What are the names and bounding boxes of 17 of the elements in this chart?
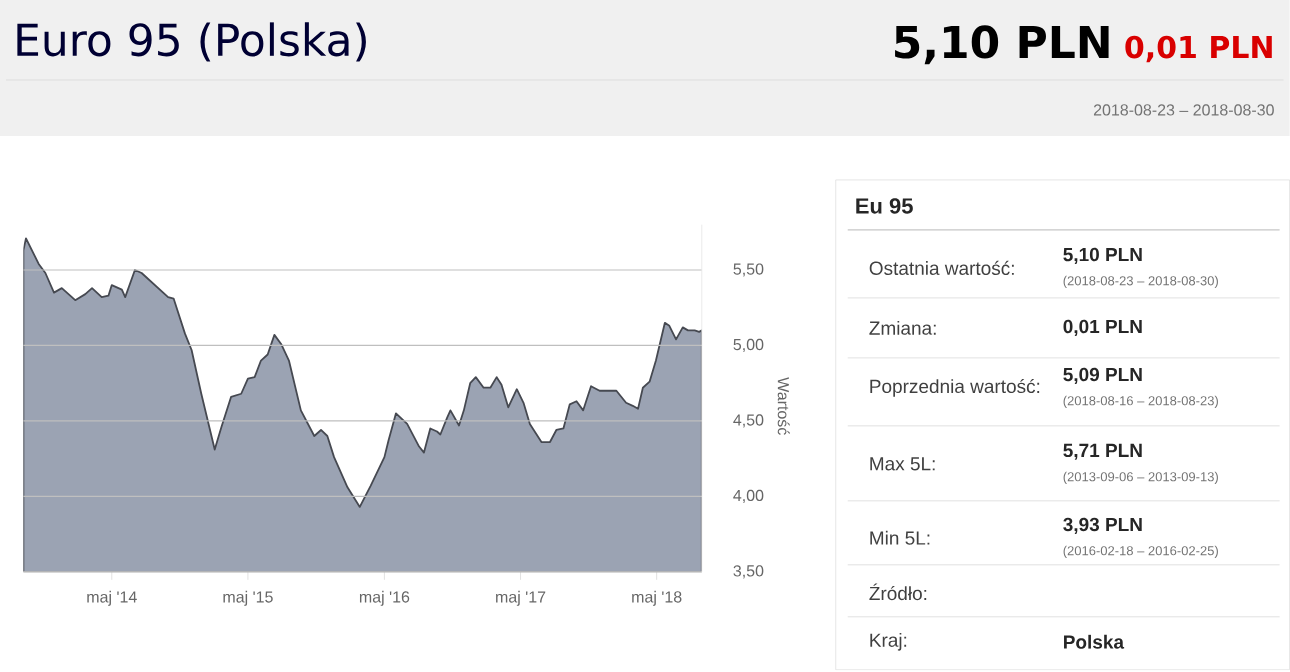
text: Zmiana:	[869, 321, 936, 335]
text: 5,10 PLN	[895, 25, 1109, 65]
text: 5,10 PLN	[1063, 247, 1142, 265]
text: Ostatnia wartość:	[869, 260, 1014, 276]
text: Kraj:	[870, 633, 907, 651]
text: 5,71 PLN	[1063, 443, 1142, 460]
text: Min 5L:	[870, 530, 930, 545]
text: 0,01 PLN	[1063, 319, 1142, 337]
text: Polska	[1064, 634, 1125, 649]
text: 3,93 PLN	[1063, 517, 1142, 535]
text: 0,01 PLN	[1125, 35, 1272, 63]
text: 5,09 PLN	[1063, 367, 1142, 385]
text: Max 5L:	[870, 457, 935, 471]
chart-title: Euro 95 (Polska)	[17, 22, 366, 62]
text: Poprzednia wartość:	[870, 379, 1040, 397]
text: Źródło:	[869, 583, 927, 601]
text: Eu 95	[856, 198, 913, 214]
